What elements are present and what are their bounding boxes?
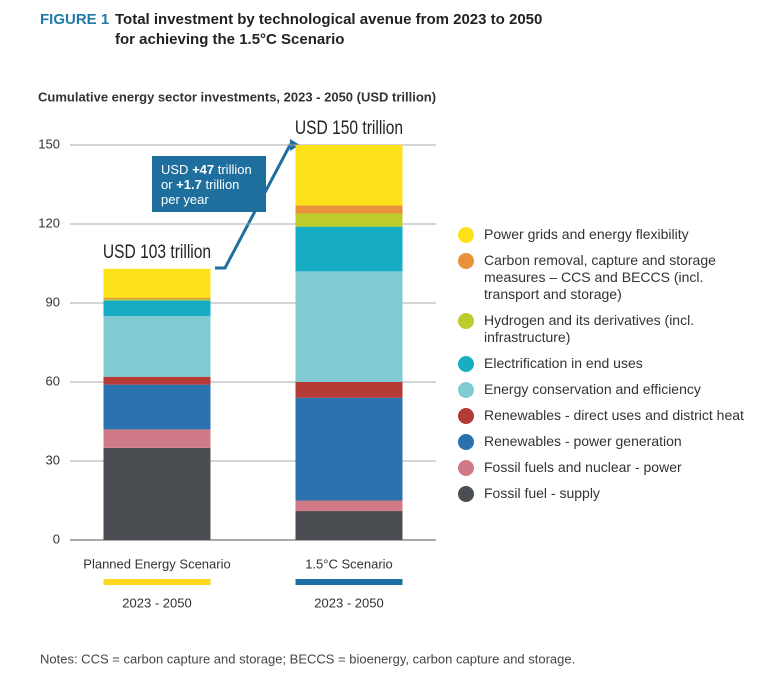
x-tick-label: 1.5°C Scenario: [305, 556, 393, 571]
title: Total investment by technological avenue…: [115, 11, 542, 28]
bar-segment: [295, 500, 403, 512]
callout-text: or +1.7 trillion: [161, 177, 239, 192]
legend-item: Renewables - power generation: [458, 433, 758, 450]
category-underline: [103, 579, 211, 585]
legend-swatch: [458, 356, 474, 372]
legend-label: Carbon removal, capture and storage meas…: [484, 252, 716, 302]
legend-swatch: [458, 382, 474, 398]
note: Notes: CCS = carbon capture and storage;…: [40, 651, 575, 666]
subtitle: Cumulative energy sector investments, 20…: [38, 89, 436, 104]
period-label: 2023 - 2050: [314, 595, 383, 610]
callout-part: per year: [161, 192, 209, 207]
legend-item: Fossil fuel - supply: [458, 485, 758, 502]
legend-item: Electrification in end uses: [458, 355, 758, 372]
bar-segment: [295, 382, 403, 398]
bar-segment: [103, 376, 211, 385]
legend-item: Hydrogen and its derivatives (incl. infr…: [458, 312, 758, 346]
bar-segment: [103, 429, 211, 448]
bar-segment: [103, 297, 211, 300]
callout-part: trillion: [202, 177, 240, 192]
period-label: 2023 - 2050: [122, 595, 191, 610]
legend-label: Fossil fuels and nuclear - power: [484, 459, 682, 475]
y-tick-label: 120: [38, 215, 60, 230]
callout-part: or: [161, 177, 176, 192]
legend-label: Electrification in end uses: [484, 355, 643, 371]
bar-segment: [103, 316, 211, 377]
legend: Power grids and energy flexibility Carbon…: [458, 226, 758, 511]
y-tick-label: 0: [53, 531, 60, 546]
legend-item: Power grids and energy flexibility: [458, 226, 758, 243]
legend-swatch: [458, 408, 474, 424]
total-label: USD 103 trillion: [103, 240, 211, 262]
bar-segment: [295, 397, 403, 501]
legend-swatch: [458, 313, 474, 329]
legend-label: Renewables - direct uses and district he…: [484, 407, 744, 423]
bar-segment: [295, 226, 403, 272]
callout-part: trillion: [214, 162, 252, 177]
callout-part: +47: [192, 162, 214, 177]
bar-segment: [103, 268, 211, 298]
bar-segment: [103, 299, 211, 301]
legend-swatch: [458, 486, 474, 502]
legend-swatch: [458, 227, 474, 243]
category-underline: [295, 579, 403, 585]
legend-item: Renewables - direct uses and district he…: [458, 407, 758, 424]
legend-swatch: [458, 434, 474, 450]
y-tick-label: 90: [46, 294, 60, 309]
legend-label: Power grids and energy flexibility: [484, 226, 689, 242]
callout-text: per year: [161, 192, 209, 207]
bar-segment: [103, 300, 211, 317]
bar-segment: [103, 384, 211, 430]
title: for achieving the 1.5°C Scenario: [115, 31, 344, 48]
callout-text: USD +47 trillion: [161, 162, 252, 177]
x-tick-label: Planned Energy Scenario: [83, 556, 230, 571]
figure-label: FIGURE 1: [40, 11, 109, 28]
bar-segment: [295, 205, 403, 214]
bar-segment: [295, 213, 403, 227]
callout-part: USD: [161, 162, 192, 177]
y-tick-label: 60: [46, 373, 60, 388]
bar-segment: [295, 271, 403, 382]
legend-item: Carbon removal, capture and storage meas…: [458, 252, 758, 303]
legend-swatch: [458, 460, 474, 476]
callout-part: +1.7: [176, 177, 202, 192]
bar-segment: [103, 447, 211, 540]
y-tick-label: 30: [46, 452, 60, 467]
bar-segment: [295, 145, 403, 206]
y-tick-label: 150: [38, 136, 60, 151]
legend-label: Hydrogen and its derivatives (incl. infr…: [484, 312, 695, 345]
bar-segment: [295, 511, 403, 540]
callout-box: [152, 156, 266, 212]
legend-item: Energy conservation and efficiency: [458, 381, 758, 398]
legend-label: Energy conservation and efficiency: [484, 381, 701, 397]
legend-swatch: [458, 253, 474, 269]
legend-label: Fossil fuel - supply: [484, 485, 600, 501]
total-label: USD 150 trillion: [295, 117, 403, 139]
legend-item: Fossil fuels and nuclear - power: [458, 459, 758, 476]
legend-label: Renewables - power generation: [484, 433, 682, 449]
